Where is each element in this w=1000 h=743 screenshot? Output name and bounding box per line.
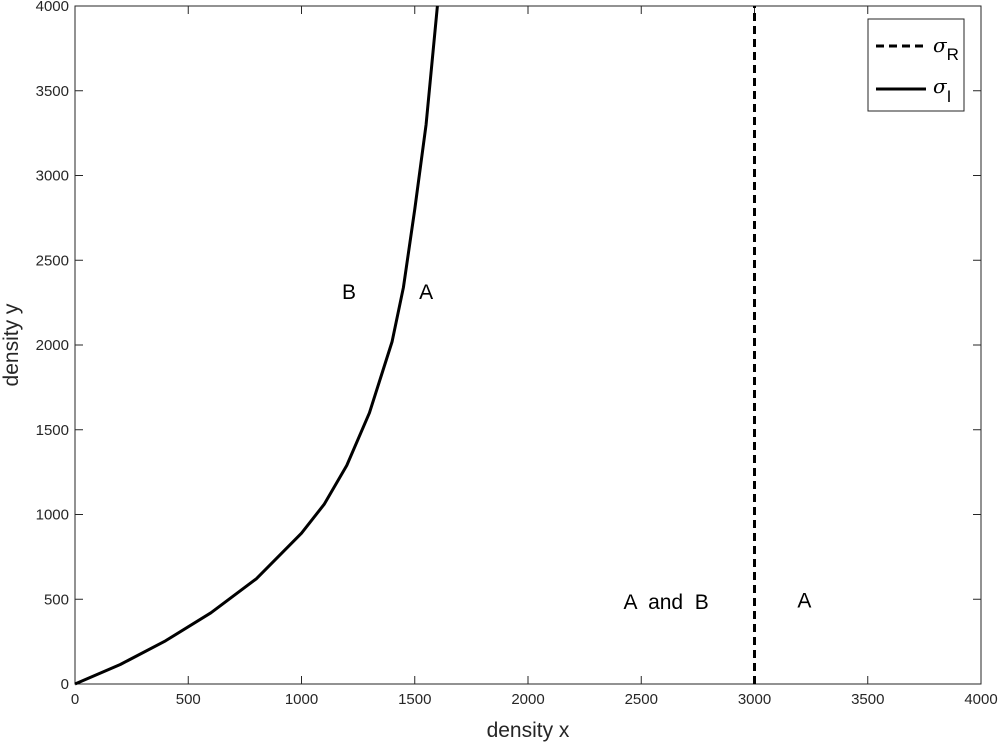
region-label: A — [797, 589, 811, 612]
y-axis-ticks: 0 500 1000 1500 2000 2500 3000 3500 4000 — [36, 0, 981, 693]
legend-box — [867, 18, 965, 112]
region-label: A and B — [624, 591, 709, 614]
x-tick-label: 2500 — [625, 691, 658, 708]
y-tick-label: 4000 — [36, 0, 69, 15]
x-tick-label: 4000 — [964, 691, 997, 708]
legend: σR σI — [867, 18, 965, 112]
x-axis-ticks: 0 500 1000 1500 2000 2500 3000 3500 4000 — [71, 6, 998, 708]
y-axis-title: density y — [0, 303, 23, 386]
series-layer — [74, 5, 756, 686]
legend-label-sigma-r-symbol: σ — [933, 33, 948, 57]
x-tick-label: 3000 — [738, 691, 771, 708]
series-line-i — [74, 5, 439, 686]
legend-label-sigma-i: σI — [933, 74, 951, 106]
x-tick-label: 1500 — [398, 691, 431, 708]
x-tick-label: 1000 — [285, 691, 318, 708]
region-label: B — [342, 281, 356, 304]
legend-label-sigma-r-subscript: R — [947, 45, 959, 64]
x-tick-label: 500 — [176, 691, 201, 708]
plot-area — [74, 5, 982, 685]
y-tick-label: 0 — [61, 676, 69, 693]
legend-label-sigma-r: σR — [933, 33, 959, 64]
x-axis-title: density x — [487, 719, 570, 742]
x-tick-label: 3500 — [851, 691, 884, 708]
x-tick-label: 2000 — [511, 691, 544, 708]
annotation-layer: B A A and B A — [342, 281, 811, 614]
y-tick-label: 500 — [44, 591, 69, 608]
y-tick-label: 3500 — [36, 83, 69, 100]
legend-label-sigma-i-subscript: I — [947, 87, 952, 106]
y-tick-label: 2000 — [36, 337, 69, 354]
y-tick-label: 2500 — [36, 252, 69, 269]
region-label: A — [419, 281, 433, 304]
y-tick-label: 3000 — [36, 168, 69, 185]
y-tick-label: 1500 — [36, 422, 69, 439]
legend-label-sigma-i-symbol: σ — [933, 74, 948, 98]
y-tick-label: 1000 — [36, 507, 69, 524]
x-tick-label: 0 — [71, 691, 79, 708]
